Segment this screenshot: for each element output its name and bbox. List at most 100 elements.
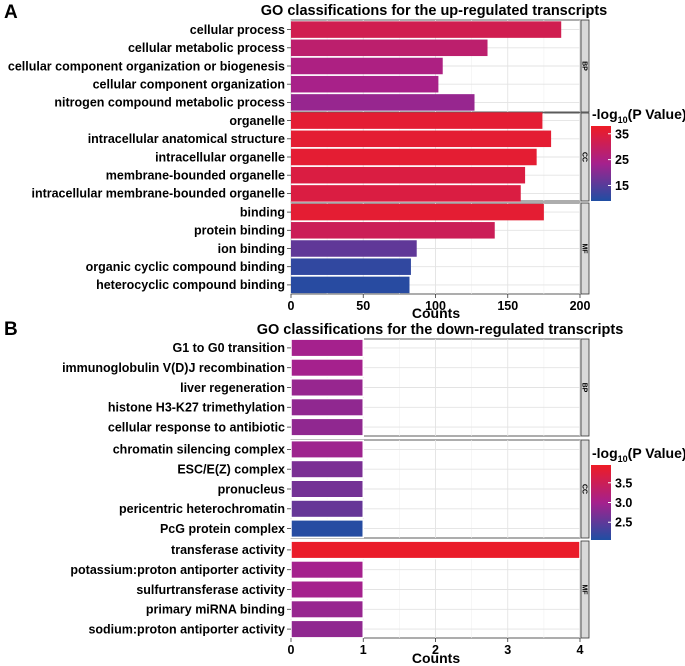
bar (290, 338, 364, 358)
facet-strip (580, 19, 590, 113)
x-tick-label: 4 (577, 643, 584, 657)
facet-strip-label: BP (581, 383, 588, 393)
bar (290, 619, 364, 639)
facet-strip (580, 338, 590, 437)
bar (290, 397, 364, 417)
facet-strip (580, 112, 590, 202)
bar (290, 479, 364, 499)
x-tick-label: 100 (425, 299, 446, 313)
facet-strip (580, 439, 590, 539)
category-label: intracellular membrane-bounded organelle (31, 187, 285, 201)
facet-strip-label: CC (581, 484, 588, 494)
x-tick-label: 2 (432, 643, 439, 657)
facet-strip-label: BP (581, 61, 588, 71)
bar (291, 112, 543, 129)
facet-bp: cellular process cellular metabolic proce… (8, 19, 590, 113)
category-label: primary miRNA binding (146, 603, 285, 617)
category-label: ion binding (218, 242, 285, 256)
bar (291, 240, 417, 257)
bar (290, 417, 364, 437)
category-label: binding (240, 205, 285, 219)
panel-b-title: GO classifications for the down-regulate… (257, 322, 624, 338)
panel-a-legend-colorbar (591, 126, 611, 201)
bar (291, 75, 439, 93)
category-label: PcG protein complex (160, 522, 285, 536)
bar (290, 358, 364, 378)
category-label: cellular metabolic process (128, 41, 285, 55)
panel-a-legend-title: -log10(P Value) (592, 106, 685, 125)
category-label: sodium:proton antiporter activity (88, 622, 285, 636)
facet-bp: G1 to G0 transition immunoglobulin V(D)J … (62, 338, 590, 437)
legend-tick-label: 15 (615, 179, 629, 193)
bar (290, 439, 364, 459)
bar (291, 39, 488, 57)
panel-a-title: GO classifications for the up-regulated … (261, 3, 607, 19)
category-label: intracellular organelle (155, 150, 285, 164)
bar (290, 519, 364, 539)
x-tick-label: 3 (504, 643, 511, 657)
panel-a-legend-ticks: 15 25 35 (608, 127, 629, 193)
legend-tick-label: 25 (615, 153, 629, 167)
bar (291, 94, 475, 111)
x-tick-label: 0 (288, 299, 295, 313)
panel-b: B GO classifications for the down-regula… (4, 319, 685, 666)
bar (290, 499, 364, 519)
bar (291, 148, 537, 166)
category-label: cellular response to antibiotic (108, 420, 285, 434)
category-label: histone H3-K27 trimethylation (108, 401, 285, 415)
category-label: cellular process (190, 23, 285, 37)
facet-strip-label: MF (581, 243, 588, 254)
facet-strip-label: MF (581, 584, 588, 595)
bar (291, 185, 521, 202)
bar (291, 21, 562, 38)
panel-b-legend-colorbar (591, 465, 611, 540)
legend-tick-label: 3.5 (615, 476, 632, 490)
category-label: immunoglobulin V(D)J recombination (62, 361, 285, 375)
bar (290, 580, 364, 599)
bar (290, 378, 364, 397)
panel-a-xlabel: Counts (412, 305, 460, 321)
bar (290, 459, 364, 479)
bar (290, 599, 364, 619)
facet-strip (580, 202, 590, 295)
facet-cc: chromatin silencing complex ESC/E(Z) comp… (113, 439, 590, 539)
panel-b-letter: B (4, 319, 18, 340)
category-label: pronucleus (218, 482, 285, 496)
category-label: protein binding (194, 224, 285, 238)
category-label: nitrogen compound metabolic process (54, 96, 285, 110)
x-tick-label: 200 (570, 299, 591, 313)
facet-strip (580, 540, 590, 639)
bar (291, 258, 411, 275)
panel-a-legend: -log10(P Value) 15 25 35 (591, 106, 685, 201)
legend-tick-label: 3.0 (615, 496, 632, 510)
legend-tick-label: 2.5 (615, 516, 632, 530)
category-label: cellular component organization (93, 78, 285, 92)
bar (291, 57, 443, 75)
facet-mf: transferase activity potassium:proton ant… (70, 540, 590, 639)
category-label: G1 to G0 transition (172, 341, 285, 355)
bar (291, 222, 495, 239)
category-label: sulfurtransferase activity (136, 583, 285, 597)
category-label: membrane-bounded organelle (106, 169, 285, 183)
x-tick-label: 0 (288, 643, 295, 657)
bar (291, 276, 410, 294)
category-label: potassium:proton antiporter activity (70, 563, 285, 577)
bar (291, 130, 552, 148)
facet-strip-label: CC (581, 152, 588, 162)
x-tick-label: 1 (360, 643, 367, 657)
facet-mf: binding protein binding ion binding organic… (86, 202, 590, 295)
panel-b-legend-title: -log10(P Value) (592, 445, 685, 464)
panel-b-legend-ticks: 2.5 3.0 3.5 (608, 476, 632, 530)
category-label: pericentric heterochromatin (119, 502, 285, 516)
category-label: chromatin silencing complex (113, 443, 285, 457)
category-label: cellular component organization or bioge… (8, 59, 285, 73)
category-label: intracellular anatomical structure (88, 132, 285, 146)
facet-cc: organelle intracellular anatomical struct… (31, 112, 590, 202)
panel-b-xlabel: Counts (412, 650, 460, 666)
legend-tick-label: 35 (615, 127, 629, 141)
category-label: ESC/E(Z) complex (177, 463, 285, 477)
x-tick-label: 150 (497, 299, 518, 313)
bar (291, 203, 544, 221)
category-label: organelle (229, 114, 285, 128)
